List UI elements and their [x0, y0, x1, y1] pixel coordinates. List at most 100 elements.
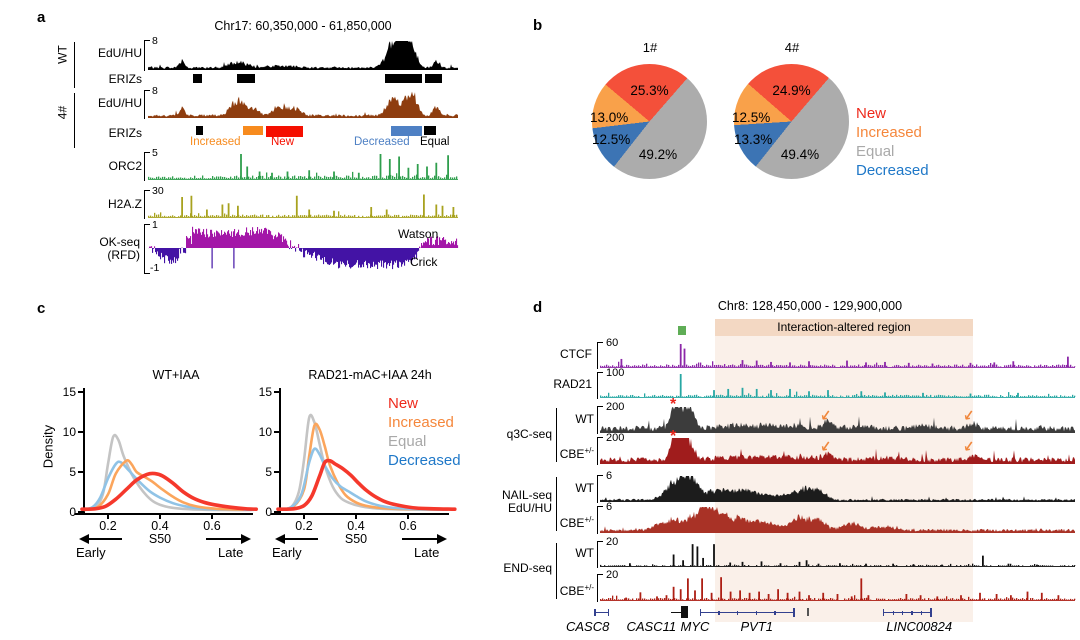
orc2-label: ORC2: [108, 159, 142, 173]
eriz-box: [192, 74, 202, 83]
q3c-cbe-label: CBE+/-: [540, 444, 594, 461]
edu-hu-wt-label: EdU/HU: [97, 46, 142, 60]
ytick: [274, 511, 279, 513]
ytick-label: 5: [265, 465, 272, 479]
density-plot-1: [80, 433, 258, 512]
h2az-scale-bracket: [144, 190, 150, 219]
panel-a-title: Chr17: 60,350,000 - 61,850,000: [214, 19, 392, 33]
eriz-box: [391, 126, 422, 136]
ctcf-scale-bracket: [597, 342, 603, 369]
erizs-4-row: [148, 126, 458, 137]
ytick: [78, 391, 83, 393]
gene-line: [671, 612, 681, 614]
plot2-yaxis: [279, 388, 281, 514]
eriz-box: [385, 74, 423, 83]
h2az-scale: 30: [152, 185, 164, 197]
end-cbe-track: [600, 577, 1076, 601]
xtick-label: 0.2: [99, 519, 117, 533]
panel-d-letter: d: [533, 299, 543, 316]
interaction-region-band: Interaction-altered region: [715, 319, 973, 336]
ytick: [78, 511, 83, 513]
asterisk-q3c-wt: *: [670, 396, 677, 413]
interaction-region-tint: [715, 336, 973, 622]
nail-cbe-label: CBE+/-: [540, 513, 594, 530]
gene-line: [594, 612, 608, 614]
edu-4-scale-bracket: [144, 90, 150, 119]
gene-end-tick: [930, 608, 933, 617]
legend-equal: Equal: [856, 143, 895, 160]
pie-legend: New Increased Equal Decreased: [856, 104, 929, 180]
gene-line: [883, 612, 931, 614]
okseq-track: [148, 226, 459, 270]
gene-end-tick: [699, 609, 702, 616]
plot2-title: RAD21-mAC+IAA 24h: [308, 368, 432, 382]
late-label: Late: [218, 545, 244, 560]
eriz-label-equal: Equal: [420, 136, 450, 148]
nail-cbe-track: [600, 507, 1075, 533]
panel-a-letter: a: [37, 9, 46, 26]
xtick: [107, 514, 109, 519]
xtick-label: 0.2: [295, 519, 313, 533]
legend-decreased: Decreased: [856, 162, 929, 179]
nail-wt-track: [600, 476, 1075, 502]
ytick-label: 0: [69, 505, 76, 519]
xtick: [211, 514, 213, 519]
nail-wt-scale: 6: [606, 470, 613, 482]
pie1-decreased-pct: 12.5%: [592, 132, 631, 147]
pie2-title: 4#: [784, 40, 800, 55]
early-arrow: [275, 533, 318, 544]
q3c-cbe-track: [600, 438, 1075, 464]
gene-exon-tick: [718, 610, 720, 615]
density-legend: New Increased Equal Decreased: [388, 394, 461, 470]
ytick: [274, 431, 279, 433]
xtick-label: 0.6: [203, 519, 221, 533]
ytick: [78, 471, 83, 473]
end-wt-scale: 20: [606, 536, 619, 548]
crick-label: Crick: [410, 255, 438, 269]
gene-tick: [807, 608, 809, 616]
gene-exon-tick: [920, 610, 923, 615]
panel-b-letter: b: [533, 17, 543, 34]
gene-exon-tick: [911, 610, 913, 615]
panel-d-title: Chr8: 128,450,000 - 129,900,000: [717, 299, 903, 313]
rad21-scale: 100: [606, 367, 625, 379]
okseq-scale-bracket: [144, 224, 150, 274]
edu-wt-scale-bracket: [144, 40, 150, 71]
nail-wt-scale-bracket: [597, 475, 603, 503]
gene-label: PVT1: [740, 619, 774, 634]
q3c-cbe-scale-bracket: [597, 437, 603, 465]
early-arrow: [79, 533, 122, 544]
cbe-text: CBE: [559, 516, 585, 530]
edu-hu-4-label: EdU/HU: [97, 96, 142, 110]
legend-equal: Equal: [388, 433, 427, 450]
rad21-scale-bracket: [597, 372, 603, 399]
green-mark: [678, 326, 686, 335]
cbe-text: CBE: [559, 584, 585, 598]
okseq-label-1: OK-seq: [99, 235, 140, 249]
watson-label: Watson: [398, 227, 439, 241]
eriz-box: [266, 126, 303, 137]
wt-group-label: WT: [55, 45, 70, 64]
xtick: [159, 514, 161, 519]
nail-seq-group-label2: EdU/HU: [507, 501, 552, 515]
gene-end-tick: [883, 609, 885, 616]
pie1-increased-pct: 13.0%: [590, 110, 629, 125]
pie1-equal-pct: 49.2%: [638, 147, 678, 162]
end-wt-label: WT: [575, 546, 594, 560]
pie2-increased-pct: 12.5%: [732, 110, 771, 125]
plot1-title: WT+IAA: [152, 368, 200, 382]
cbe-sup: +/-: [584, 446, 594, 455]
cbe-sup: +/-: [584, 583, 594, 592]
gene-end-tick: [792, 608, 795, 617]
q3c-wt-track: [600, 407, 1075, 433]
gene-end-tick: [607, 609, 609, 616]
cbe-text: CBE: [559, 447, 585, 461]
cbe-sup: +/-: [584, 515, 594, 524]
density-plot-2: [276, 413, 457, 511]
ytick-label: 0: [265, 505, 272, 519]
rad21-label: RAD21: [553, 377, 592, 391]
end-wt-track: [600, 544, 1076, 567]
plot2-xlabel: S50: [344, 532, 368, 546]
gene-line: [699, 612, 793, 614]
